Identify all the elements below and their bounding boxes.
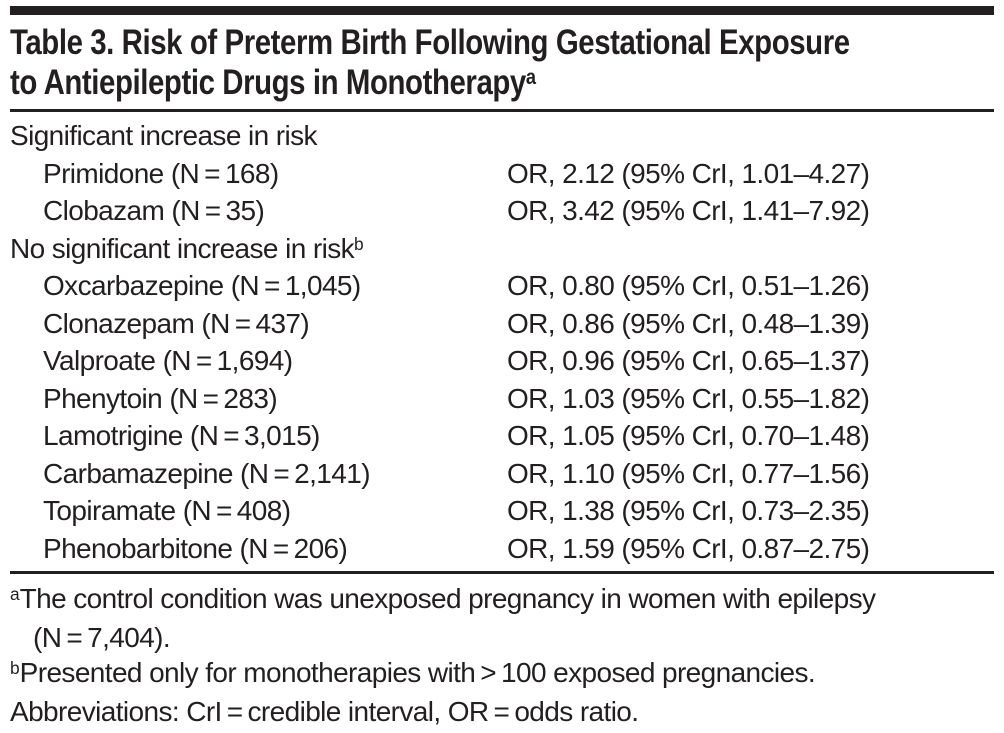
rule-under-table <box>10 571 994 574</box>
table-title-line1: Table 3. Risk of Preterm Birth Following… <box>10 23 850 62</box>
footnote-a: aThe control condition was unexposed pre… <box>10 581 994 655</box>
rule-under-title <box>10 109 994 112</box>
or-value: OR, 2.12 (95% CrI, 1.01–4.27) <box>507 157 870 189</box>
table-row: Lamotrigine (N = 3,015) OR, 1.05 (95% Cr… <box>10 417 994 455</box>
or-value: OR, 3.42 (95% CrI, 1.41–7.92) <box>507 195 870 226</box>
drug-name: Clonazepam (N = 437) <box>43 307 310 339</box>
or-value: OR, 0.96 (95% CrI, 0.65–1.37) <box>507 345 870 376</box>
top-thick-rule <box>10 6 994 15</box>
table-row: Carbamazepine (N = 2,141) OR, 1.10 (95% … <box>10 455 994 493</box>
or-value: OR, 1.38 (95% CrI, 0.73–2.35) <box>507 495 870 526</box>
table-row: Clobazam (N = 35) OR, 3.42 (95% CrI, 1.4… <box>10 192 994 230</box>
or-value: OR, 0.80 (95% CrI, 0.51–1.26) <box>507 270 870 301</box>
table-row: Oxcarbazepine (N = 1,045) OR, 0.80 (95% … <box>10 267 994 305</box>
or-value: OR, 1.03 (95% CrI, 0.55–1.82) <box>507 382 870 414</box>
drug-name: Primidone (N = 168) <box>43 157 279 189</box>
title-footnote-marker: a <box>525 64 536 90</box>
section-header-marker: b <box>354 233 364 254</box>
section-header-significant: Significant increase in risk <box>10 117 994 155</box>
footnote-b-marker: b <box>10 658 20 679</box>
drug-name: Clobazam (N = 35) <box>43 195 265 226</box>
drug-name: Phenytoin (N = 283) <box>43 382 278 414</box>
abbreviations-text: Abbreviations: CrI = credible interval, … <box>10 696 639 727</box>
table-row: Primidone (N = 168) OR, 2.12 (95% CrI, 1… <box>10 155 994 193</box>
footnote-a-line1: aThe control condition was unexposed pre… <box>10 581 994 620</box>
table-title: Table 3. Risk of Preterm Birth Following… <box>10 23 994 107</box>
or-value: OR, 0.86 (95% CrI, 0.48–1.39) <box>507 307 870 339</box>
drug-name: Oxcarbazepine (N = 1,045) <box>43 270 361 301</box>
table-row: Valproate (N = 1,694) OR, 0.96 (95% CrI,… <box>10 342 994 380</box>
or-value: OR, 1.10 (95% CrI, 0.77–1.56) <box>507 457 870 489</box>
drug-name: Phenobarbitone (N = 206) <box>43 532 348 564</box>
footnote-b: bPresented only for monotherapies with >… <box>10 655 994 694</box>
drug-name: Topiramate (N = 408) <box>43 495 291 526</box>
section-header-label: Significant increase in risk <box>10 120 318 151</box>
footnote-b-line1: bPresented only for monotherapies with >… <box>10 655 994 694</box>
table-row: Phenobarbitone (N = 206) OR, 1.59 (95% C… <box>10 530 994 568</box>
table-row: Clonazepam (N = 437) OR, 0.86 (95% CrI, … <box>10 305 994 343</box>
drug-name: Lamotrigine (N = 3,015) <box>43 420 320 451</box>
drug-name: Carbamazepine (N = 2,141) <box>43 457 371 489</box>
or-value: OR, 1.05 (95% CrI, 0.70–1.48) <box>507 420 870 451</box>
table-title-line2: to Antiepileptic Drugs in Monotherapya <box>10 63 837 107</box>
table-row: Topiramate (N = 408) OR, 1.38 (95% CrI, … <box>10 492 994 530</box>
footnote-b-text: Presented only for monotherapies with > … <box>19 657 816 688</box>
footnote-a-marker: a <box>10 584 20 605</box>
footnote-abbreviations: Abbreviations: CrI = credible interval, … <box>10 694 994 729</box>
or-value: OR, 1.59 (95% CrI, 0.87–2.75) <box>507 532 870 564</box>
table-title-line2-text: to Antiepileptic Drugs in Monotherapy <box>10 63 526 102</box>
footnote-a-line2: (N = 7,404). <box>33 622 171 653</box>
section-header-no-significant: No significant increase in riskb <box>10 230 994 268</box>
footnote-a-text: The control condition was unexposed preg… <box>19 583 876 614</box>
footnotes: aThe control condition was unexposed pre… <box>10 574 994 729</box>
table-body: Significant increase in risk Primidone (… <box>10 112 994 570</box>
section-header-label: No significant increase in risk <box>10 232 355 264</box>
drug-name: Valproate (N = 1,694) <box>43 345 293 376</box>
table-row: Phenytoin (N = 283) OR, 1.03 (95% CrI, 0… <box>10 380 994 418</box>
table-content: Table 3. Risk of Preterm Birth Following… <box>0 6 1004 733</box>
